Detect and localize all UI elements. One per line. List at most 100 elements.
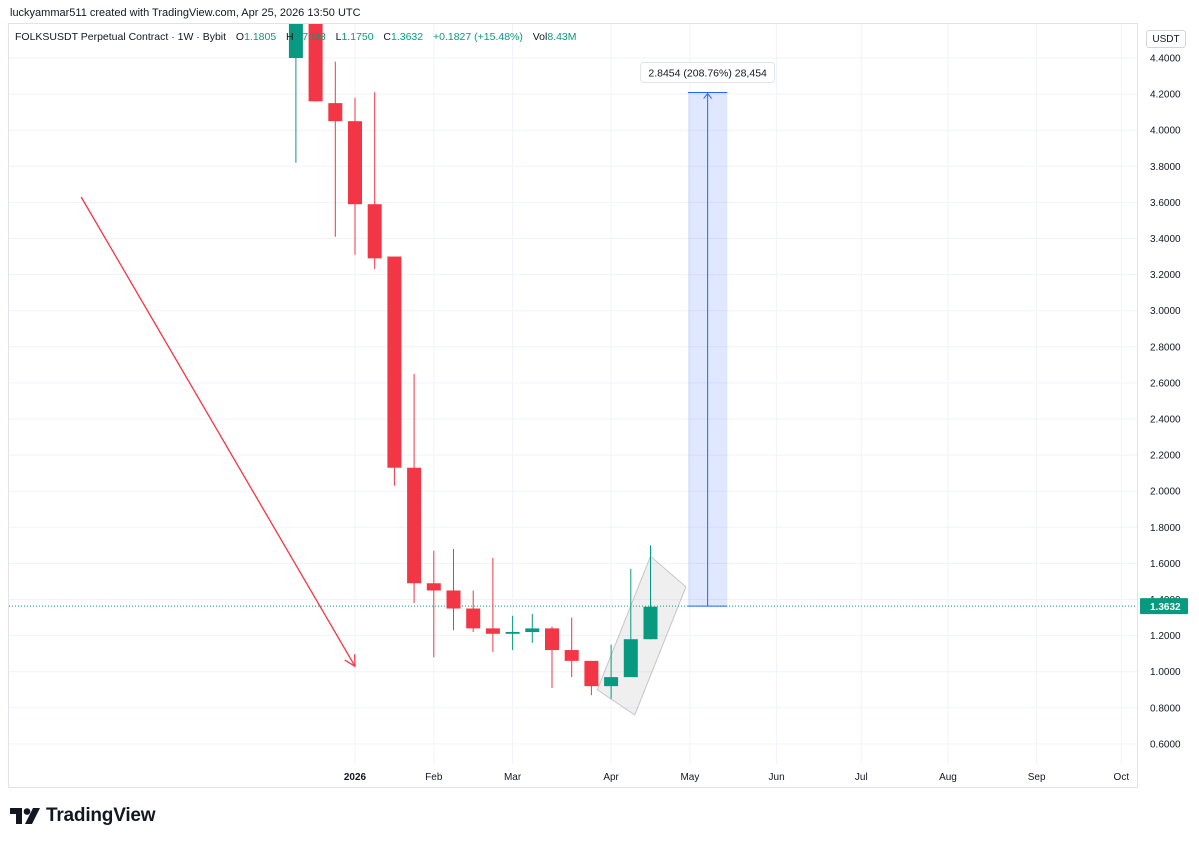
- tradingview-logo[interactable]: TradingView: [10, 805, 156, 827]
- candle: [623, 568, 638, 678]
- y-tick-label: 2.4000: [1150, 415, 1181, 426]
- x-tick-label: 2026: [344, 772, 367, 783]
- trend-arrow-line: [80, 196, 356, 667]
- candle: [407, 373, 422, 604]
- candle: [288, 24, 303, 163]
- tradingview-logo-text: TradingView: [46, 805, 156, 826]
- y-tick-label: 4.0000: [1150, 126, 1181, 137]
- candle-body: [348, 121, 362, 205]
- last-price-tag: 1.3632: [1140, 598, 1188, 615]
- candle: [466, 590, 481, 632]
- measure-arrow-head: [703, 92, 713, 99]
- candle-body: [308, 24, 323, 102]
- y-tick-label: 2.0000: [1150, 487, 1181, 498]
- candle-body: [623, 639, 638, 678]
- candle-body: [328, 103, 343, 122]
- candle-body: [288, 24, 303, 58]
- x-tick-label: Mar: [504, 772, 522, 783]
- x-tick-label: Apr: [603, 772, 619, 783]
- y-tick-label: 1.2000: [1150, 631, 1181, 642]
- y-tick-label: 4.4000: [1150, 54, 1181, 65]
- last-price-tag-text: 1.3632: [1150, 602, 1181, 613]
- x-tick-label: Feb: [425, 772, 443, 783]
- candle-body: [367, 204, 382, 259]
- y-tick-label: 0.6000: [1150, 739, 1181, 750]
- candle-body: [545, 628, 559, 651]
- candle-body: [643, 606, 658, 640]
- high-label: H: [286, 31, 294, 43]
- grid-lines: [9, 24, 1137, 764]
- candle-body: [485, 628, 500, 634]
- ohlc-legend: FOLKSUSDT Perpetual Contract · 1W · Bybi…: [15, 31, 577, 43]
- measure-label: 2.8454 (208.76%) 28,454: [640, 62, 776, 84]
- candle-body: [564, 650, 579, 661]
- x-tick-label: Sep: [1028, 772, 1046, 783]
- y-tick-label: 3.0000: [1150, 306, 1181, 317]
- candle-body: [407, 467, 422, 584]
- candle-body: [604, 677, 619, 687]
- y-tick-label: 3.8000: [1150, 162, 1181, 173]
- change-value: +0.1827 (+15.48%): [432, 31, 523, 43]
- chart-credit: luckyammar511 created with TradingView.c…: [10, 7, 361, 19]
- candle: [604, 644, 619, 699]
- y-tick-label: 1.0000: [1150, 667, 1181, 678]
- y-tick-label: 1.8000: [1150, 523, 1181, 534]
- channel-drawing: [596, 555, 687, 716]
- candle: [643, 545, 658, 640]
- candle: [525, 613, 540, 643]
- candle-body: [387, 256, 402, 468]
- y-tick-label: 3.4000: [1150, 234, 1181, 245]
- x-tick-label: May: [680, 772, 699, 783]
- measure-label-text: 2.8454 (208.76%) 28,454: [648, 68, 767, 80]
- chart-frame: [8, 23, 1138, 788]
- close-value: 1.3632: [391, 31, 424, 43]
- candle-body: [525, 628, 540, 632]
- x-tick-label: Oct: [1114, 772, 1130, 783]
- close-label: C: [383, 31, 391, 43]
- x-tick-label: Jul: [855, 772, 868, 783]
- candle-body: [505, 631, 520, 634]
- candle: [485, 557, 500, 652]
- high-value: 1.7033: [293, 31, 326, 43]
- candle: [308, 24, 323, 102]
- measure-label-box: [640, 62, 776, 84]
- candle: [584, 660, 599, 696]
- y-tick-label: 3.2000: [1150, 270, 1181, 281]
- y-tick-label: 2.8000: [1150, 342, 1181, 353]
- x-tick-label: Jun: [769, 772, 785, 783]
- trend-arrow-head: [344, 654, 356, 668]
- symbol-label[interactable]: FOLKSUSDT Perpetual Contract · 1W · Bybi…: [15, 31, 227, 43]
- candle: [564, 617, 579, 678]
- y-tick-label: 2.6000: [1150, 378, 1181, 389]
- volume-label: Vol: [532, 31, 548, 43]
- y-tick-label: 3.6000: [1150, 198, 1181, 209]
- volume-value: 8.43M: [547, 31, 577, 43]
- last-price-tag-box: [1140, 598, 1188, 615]
- candle-body: [446, 590, 461, 609]
- y-tick-label: 0.8000: [1150, 703, 1181, 714]
- x-axis: 2026 Feb Mar Apr May Jun Jul Aug Sep Oct: [344, 772, 1129, 783]
- currency-unit-button[interactable]: USDT: [1146, 30, 1186, 48]
- y-axis: 4.4000 4.2000 4.0000 3.8000 3.6000 3.4000 3.20…: [1150, 54, 1181, 751]
- y-tick-label: 2.2000: [1150, 451, 1181, 462]
- open-label: O: [235, 31, 245, 43]
- plot-area: [9, 24, 1137, 716]
- candle-body: [426, 583, 441, 591]
- low-value: 1.1750: [341, 31, 374, 43]
- candle-body: [466, 608, 481, 629]
- x-tick-label: Aug: [939, 772, 957, 783]
- candle: [505, 615, 520, 651]
- candle: [328, 61, 343, 237]
- open-value: 1.1805: [244, 31, 277, 43]
- candle: [426, 550, 441, 658]
- candle: [348, 97, 362, 255]
- candle-body: [584, 660, 599, 687]
- candle: [446, 548, 461, 631]
- candle: [367, 92, 382, 270]
- candle: [387, 256, 402, 486]
- y-tick-label: 4.2000: [1150, 90, 1181, 101]
- low-label: L: [335, 31, 342, 43]
- candle: [545, 626, 559, 688]
- y-tick-label: 1.6000: [1150, 559, 1181, 570]
